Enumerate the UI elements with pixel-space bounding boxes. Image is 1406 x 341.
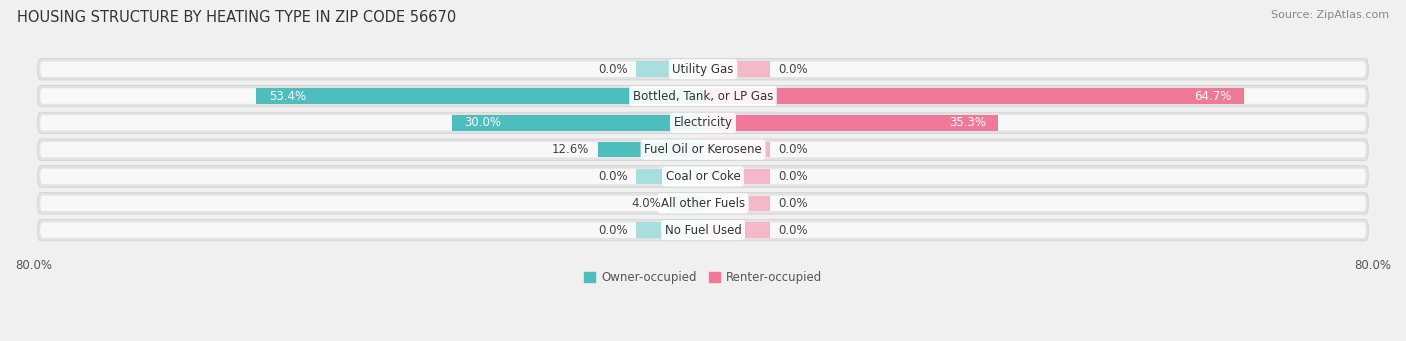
Text: Utility Gas: Utility Gas — [672, 63, 734, 76]
Text: 64.7%: 64.7% — [1195, 90, 1232, 103]
Legend: Owner-occupied, Renter-occupied: Owner-occupied, Renter-occupied — [579, 266, 827, 288]
Bar — [598, 142, 703, 158]
Text: Source: ZipAtlas.com: Source: ZipAtlas.com — [1271, 10, 1389, 20]
Bar — [669, 195, 703, 211]
Text: 0.0%: 0.0% — [779, 224, 808, 237]
Text: No Fuel Used: No Fuel Used — [665, 224, 741, 237]
FancyBboxPatch shape — [38, 193, 1368, 214]
FancyBboxPatch shape — [38, 59, 1368, 80]
FancyBboxPatch shape — [41, 115, 1365, 131]
FancyBboxPatch shape — [41, 61, 1365, 77]
Text: 0.0%: 0.0% — [779, 197, 808, 210]
Bar — [636, 61, 703, 77]
Text: Coal or Coke: Coal or Coke — [665, 170, 741, 183]
Text: All other Fuels: All other Fuels — [661, 197, 745, 210]
Text: 0.0%: 0.0% — [598, 224, 627, 237]
FancyBboxPatch shape — [38, 139, 1368, 160]
Bar — [703, 142, 770, 158]
Bar — [703, 61, 770, 77]
FancyBboxPatch shape — [41, 142, 1365, 158]
Bar — [703, 88, 1244, 104]
Bar — [636, 169, 703, 184]
FancyBboxPatch shape — [41, 222, 1365, 238]
Text: Electricity: Electricity — [673, 116, 733, 129]
Text: 0.0%: 0.0% — [779, 143, 808, 156]
FancyBboxPatch shape — [38, 112, 1368, 134]
Text: HOUSING STRUCTURE BY HEATING TYPE IN ZIP CODE 56670: HOUSING STRUCTURE BY HEATING TYPE IN ZIP… — [17, 10, 456, 25]
FancyBboxPatch shape — [38, 166, 1368, 187]
Text: 30.0%: 30.0% — [464, 116, 502, 129]
FancyBboxPatch shape — [41, 169, 1365, 184]
Text: 12.6%: 12.6% — [551, 143, 589, 156]
Bar — [703, 115, 998, 131]
FancyBboxPatch shape — [41, 195, 1365, 211]
Bar — [703, 222, 770, 238]
Text: 4.0%: 4.0% — [631, 197, 661, 210]
FancyBboxPatch shape — [38, 85, 1368, 107]
FancyBboxPatch shape — [41, 88, 1365, 104]
Text: 0.0%: 0.0% — [779, 63, 808, 76]
Bar — [703, 169, 770, 184]
Text: 0.0%: 0.0% — [779, 170, 808, 183]
Text: 35.3%: 35.3% — [949, 116, 986, 129]
Bar — [451, 115, 703, 131]
Text: Bottled, Tank, or LP Gas: Bottled, Tank, or LP Gas — [633, 90, 773, 103]
Text: Fuel Oil or Kerosene: Fuel Oil or Kerosene — [644, 143, 762, 156]
Text: 53.4%: 53.4% — [269, 90, 305, 103]
Bar — [256, 88, 703, 104]
Text: 0.0%: 0.0% — [598, 63, 627, 76]
Bar — [703, 195, 770, 211]
Text: 0.0%: 0.0% — [598, 170, 627, 183]
FancyBboxPatch shape — [38, 219, 1368, 241]
Bar — [636, 222, 703, 238]
